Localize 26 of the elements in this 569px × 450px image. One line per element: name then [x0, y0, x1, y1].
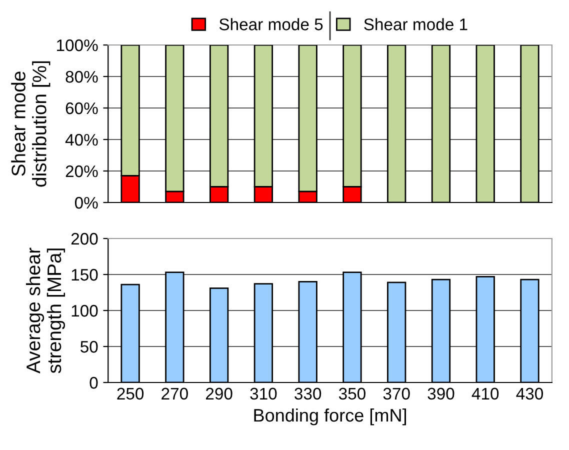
x-tick-label: 350 [338, 388, 366, 400]
y-axis-title: Shear mode distribution [%] [11, 61, 50, 187]
x-tick-label: 290 [206, 388, 232, 400]
legend-label: Shear mode 5 [219, 18, 323, 30]
x-tick-label: 310 [250, 388, 277, 400]
x-tick-label: 250 [117, 388, 144, 400]
y-tick-label: 100 [72, 304, 98, 317]
y-axis-title: Average shear strength [MPa] [26, 248, 66, 374]
y-tick-label: 50 [80, 340, 98, 353]
y-tick-label: 200 [71, 232, 98, 245]
y-tick-label: 80% [66, 70, 98, 83]
legend-label: Shear mode 1 [364, 18, 468, 30]
y-tick-label: 0 [90, 376, 98, 389]
x-tick-label: 430 [516, 388, 543, 400]
x-tick-label: 390 [428, 388, 454, 400]
x-tick-label: 270 [162, 388, 188, 400]
x-tick-label: 370 [383, 388, 410, 400]
x-tick-label: 410 [472, 388, 499, 400]
y-tick-label: 150 [72, 268, 98, 281]
y-tick-label: 20% [66, 165, 98, 178]
y-tick-label: 100% [57, 39, 98, 52]
y-tick-label: 0% [74, 196, 98, 209]
y-tick-label: 60% [66, 102, 98, 114]
y-tick-label: 40% [65, 134, 98, 146]
x-tick-label: 330 [294, 388, 322, 400]
x-axis-title: Bonding force [mN] [254, 408, 406, 426]
